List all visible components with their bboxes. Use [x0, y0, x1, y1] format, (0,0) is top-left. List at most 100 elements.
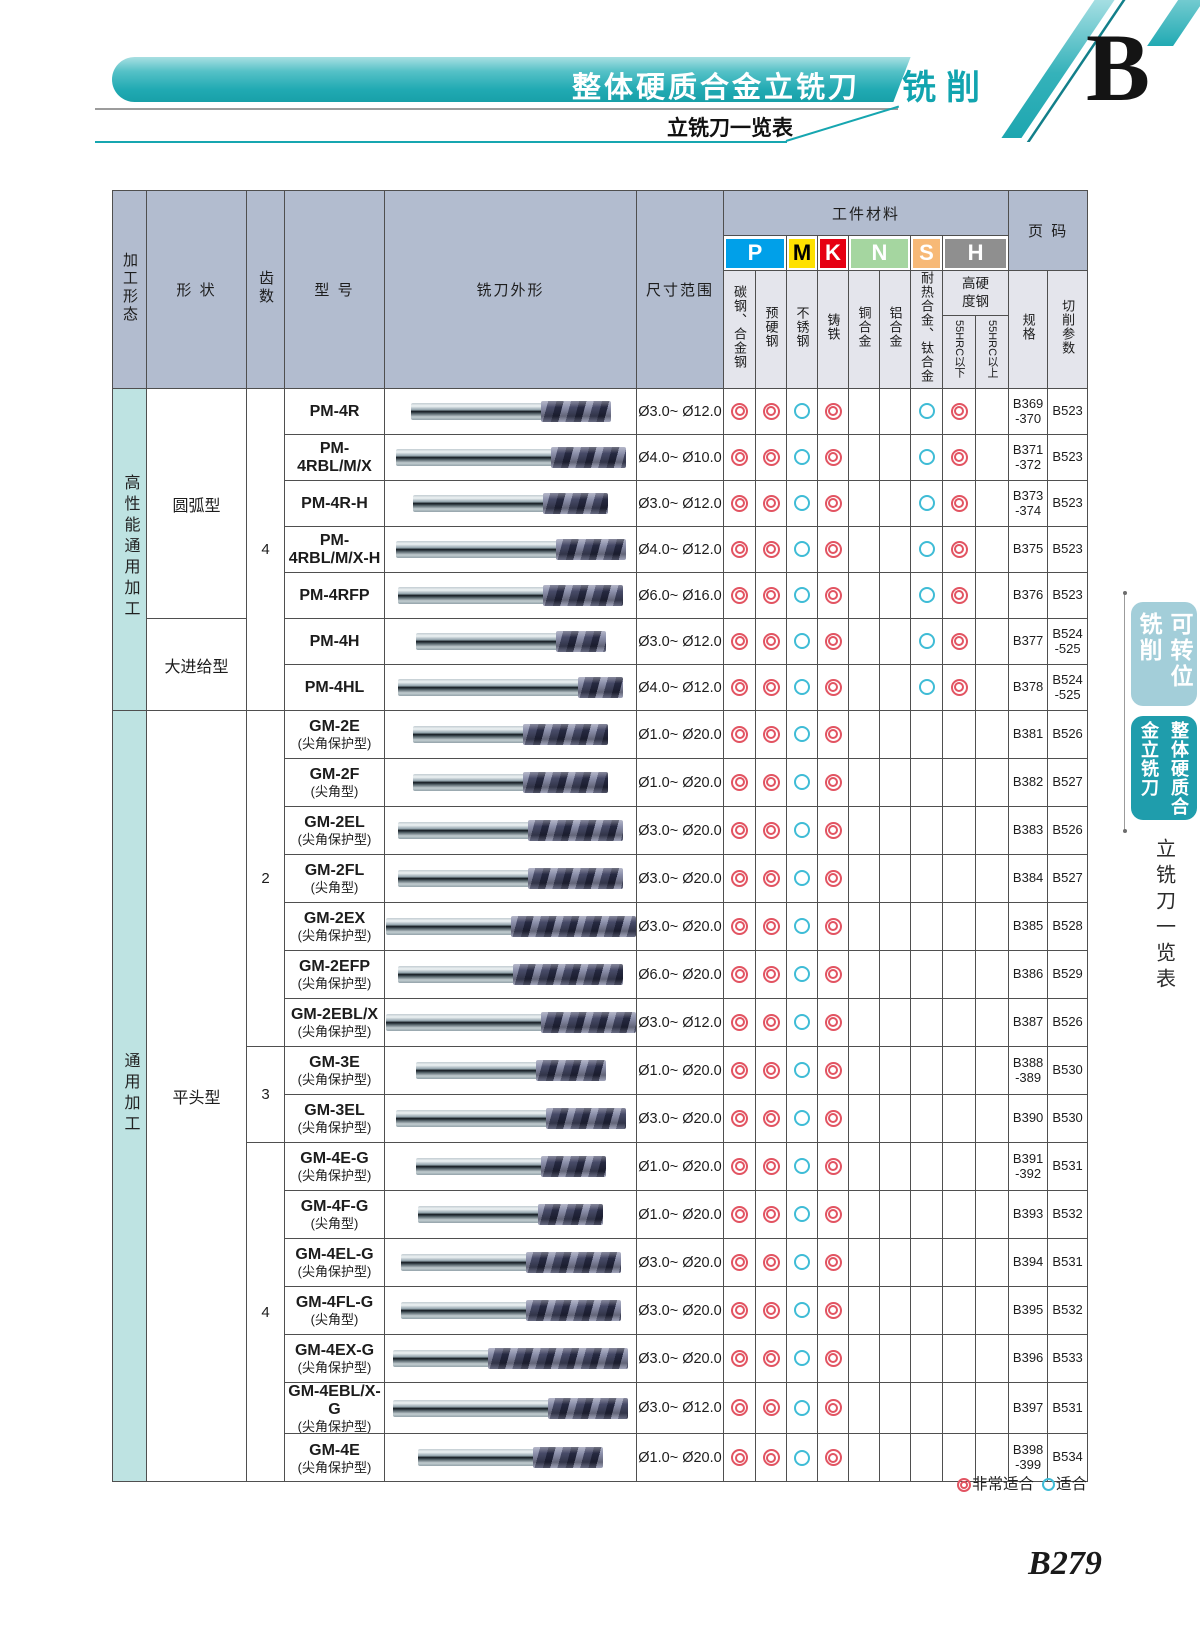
- very-suitable-mark: [950, 586, 968, 604]
- very-suitable-mark: [824, 1205, 842, 1223]
- very-suitable-mark: [824, 1449, 842, 1467]
- size-range-cell: Ø3.0~ Ø20.0: [636, 1094, 724, 1143]
- material-mark-cell: [755, 1238, 787, 1287]
- model-name: GM-2EFP: [298, 958, 371, 976]
- very-suitable-mark: [762, 965, 780, 983]
- end-mill-image: [418, 1204, 603, 1225]
- end-mill-flutes: [545, 1108, 626, 1129]
- cut-page-cell: B534: [1047, 1433, 1089, 1483]
- tool-image-cell: [384, 1433, 637, 1483]
- material-mark-cell: [755, 388, 787, 435]
- material-mark-cell: [755, 1334, 787, 1383]
- very-suitable-mark: [824, 494, 842, 512]
- very-suitable-mark: [824, 678, 842, 696]
- endmill-overview-table: 加工形态 形 状 齿数 型 号 铣刀外形 尺寸范围 工件材料 页 码 P M K…: [112, 190, 1089, 1483]
- material-mark-cell: [755, 664, 787, 711]
- material-mark-cell: [723, 434, 756, 481]
- model-subtype: (尖角型): [310, 880, 359, 896]
- end-mill-image: [398, 820, 623, 841]
- material-mark-cell: [723, 1094, 756, 1143]
- tool-image-cell: [384, 1381, 637, 1435]
- suitable-icon: [1041, 1478, 1055, 1492]
- suitable-mark: [794, 633, 810, 650]
- material-mark-cell: [879, 618, 911, 665]
- material-mark-cell: [910, 1190, 943, 1239]
- spec-page-cell: B394: [1008, 1238, 1049, 1287]
- table-row: GM-2EFP (尖角保护型) Ø6.0~ Ø20.0 B386 B529: [113, 950, 1089, 999]
- model-name: GM-2E: [309, 718, 360, 736]
- material-mark-cell: [910, 388, 943, 435]
- end-mill-image: [398, 964, 623, 985]
- cut-page-cell: B524 -525: [1047, 618, 1089, 665]
- material-mark-cell: [974, 1381, 1010, 1435]
- suitable-mark: [794, 1302, 810, 1319]
- material-mark-cell: [723, 758, 756, 807]
- model-cell: GM-4FL-G (尖角型): [284, 1286, 385, 1335]
- suitable-label: 适合: [1055, 1476, 1087, 1493]
- col-header-teeth: 齿数: [246, 190, 285, 389]
- table-row: 通用加工 平头型 2 GM-2E (尖角保护型) Ø1.0~ Ø20.0 B381 B526: [112, 709, 1089, 1483]
- suitable-mark: [794, 1062, 810, 1079]
- cut-page-cell: B531: [1047, 1381, 1089, 1435]
- section-letter: B: [1086, 14, 1151, 121]
- end-mill-shank: [410, 403, 546, 420]
- very-suitable-mark: [762, 1109, 780, 1127]
- model-cell: PM-4H: [284, 618, 385, 665]
- cut-page-cell: B531: [1047, 1238, 1089, 1287]
- material-mark-cell: [817, 950, 849, 999]
- end-mill-image: [415, 1060, 606, 1081]
- very-suitable-mark: [762, 1449, 780, 1467]
- model-name: GM-4E: [309, 1441, 360, 1459]
- material-label-text: 不锈钢: [794, 306, 810, 348]
- end-mill-image: [393, 1397, 628, 1419]
- suitable-mark: [794, 1350, 810, 1367]
- material-mark-cell: [723, 388, 756, 435]
- table-row: GM-4EX-G (尖角保护型) Ø3.0~ Ø20.0 B396 B533: [113, 1334, 1089, 1383]
- very-suitable-mark: [731, 678, 748, 696]
- tool-image-cell: [384, 998, 637, 1047]
- material-mark-cell: [723, 806, 756, 855]
- material-mark-cell: [848, 1142, 880, 1191]
- model-cell: GM-3E (尖角保护型): [284, 1046, 385, 1095]
- suitable-mark: [918, 403, 935, 420]
- material-mark-cell: [817, 1286, 849, 1335]
- end-mill-shank: [418, 1206, 543, 1223]
- material-mark-cell: [879, 434, 911, 481]
- material-mark-cell: [786, 1046, 818, 1095]
- model-name: GM-2EX: [303, 910, 366, 928]
- material-mark-cell: [723, 1190, 756, 1239]
- col-header-teeth-label: 齿数: [257, 269, 274, 306]
- material-mark-cell: [910, 526, 943, 573]
- very-suitable-mark: [762, 678, 780, 696]
- suitable-mark: [794, 449, 810, 466]
- material-mark-cell: [942, 1334, 976, 1383]
- end-mill-shank: [398, 870, 533, 887]
- very-suitable-mark: [824, 1301, 842, 1319]
- very-suitable-mark: [762, 1253, 780, 1271]
- table-row: GM-2FL (尖角型) Ø3.0~ Ø20.0 B384 B527: [113, 854, 1089, 903]
- end-mill-flutes: [488, 1348, 628, 1369]
- table-row: GM-4FL-G (尖角型) Ø3.0~ Ø20.0 B395 B532: [113, 1286, 1089, 1335]
- teeth-cell: 4: [246, 388, 285, 711]
- model-cell: GM-4F-G (尖角型): [284, 1190, 385, 1239]
- cut-page-cell: B523: [1047, 388, 1089, 435]
- end-mill-flutes: [538, 1204, 603, 1225]
- end-mill-image: [395, 447, 626, 468]
- hrc-label: 55HRC以上: [986, 320, 999, 379]
- very-suitable-mark: [731, 1399, 748, 1417]
- material-mark-cell: [879, 710, 911, 759]
- tool-image-cell: [384, 526, 637, 573]
- model-cell: GM-4EX-G (尖角保护型): [284, 1334, 385, 1383]
- suitable-mark: [794, 918, 810, 935]
- material-mark-cell: [755, 434, 787, 481]
- material-mark-cell: [942, 526, 976, 573]
- very-suitable-mark: [762, 1061, 780, 1079]
- end-mill-shank: [398, 679, 583, 696]
- material-label-text: 高硬度钢: [962, 276, 990, 309]
- suitable-mark: [794, 403, 810, 420]
- material-class-letter: N: [851, 238, 908, 268]
- header-bar: [112, 57, 882, 102]
- material-band-S: S: [910, 235, 943, 271]
- table-row: 4 GM-4E-G (尖角保护型) Ø1.0~ Ø20.0 B391 -392 B531: [113, 1141, 1089, 1483]
